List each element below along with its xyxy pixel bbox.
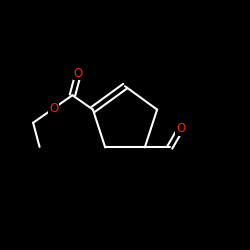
Text: O: O	[74, 66, 83, 80]
Text: O: O	[49, 102, 58, 115]
Text: O: O	[176, 122, 186, 135]
